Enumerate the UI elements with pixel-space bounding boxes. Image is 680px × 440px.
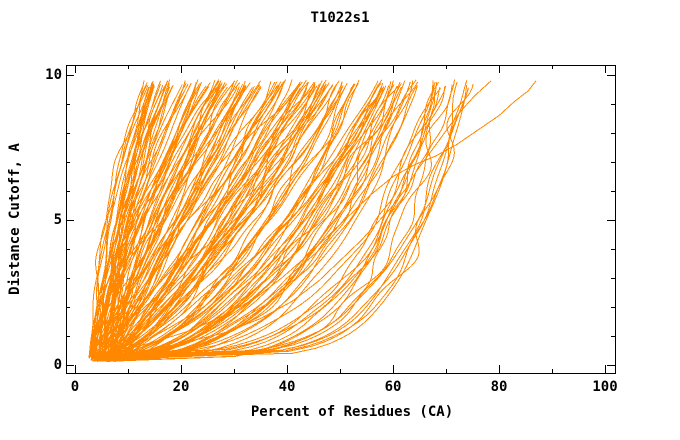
x-tick-label-60: 60	[384, 379, 402, 395]
x-tick-label-20: 20	[172, 379, 190, 395]
y-tick-label-0: 0	[53, 357, 62, 373]
x-tick-label-0: 0	[70, 379, 80, 395]
y-axis-label: Distance Cutoff, A	[7, 143, 23, 295]
y-tick-label-10: 10	[45, 67, 62, 83]
x-axis-label: Percent of Residues (CA)	[250, 404, 454, 420]
x-tick-label-100: 100	[592, 379, 618, 395]
y-tick-label-5: 5	[53, 212, 62, 228]
chart-title: T1022s1	[310, 10, 370, 26]
x-tick-label-80: 80	[490, 379, 508, 395]
x-tick-label-40: 40	[278, 379, 296, 395]
